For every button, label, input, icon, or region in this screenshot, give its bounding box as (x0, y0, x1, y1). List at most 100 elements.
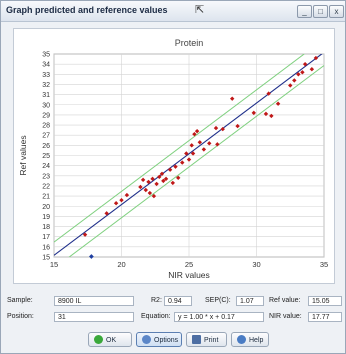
x-tick-label: 30 (252, 260, 260, 269)
data-point (263, 111, 269, 117)
options-button-label: Options (154, 337, 179, 344)
y-tick-label: 17 (42, 234, 50, 241)
y-tick-label: 26 (42, 143, 50, 150)
print-button-label: Print (204, 337, 219, 344)
ok-button[interactable]: OK (88, 332, 132, 347)
minimize-button[interactable]: _ (297, 5, 312, 18)
chart-panel: 15 16 17 18 19 20 21 22 23 24 25 26 27 28 29 30 31 32 33 34… (13, 28, 335, 284)
data-point (266, 91, 271, 96)
data-point (176, 175, 181, 181)
ref-value-field: 15.05 (308, 296, 342, 306)
data-point (143, 187, 148, 193)
data-point (157, 174, 162, 180)
y-tick-label: 23 (42, 173, 50, 180)
maximize-button[interactable]: □ (313, 5, 328, 18)
data-point (146, 179, 151, 185)
y-tick-label: 25 (42, 153, 50, 160)
data-point (113, 201, 119, 206)
y-axis-label: Ref values (18, 135, 28, 175)
data-point (186, 157, 192, 162)
data-point (173, 164, 178, 169)
data-point (235, 123, 240, 129)
data-point (194, 128, 200, 134)
regression-line (54, 54, 323, 256)
data-point (302, 61, 308, 67)
data-point (138, 184, 143, 190)
help-icon (237, 335, 246, 344)
help-button[interactable]: Help (231, 332, 269, 347)
data-point (230, 96, 235, 101)
data-point (184, 151, 189, 156)
confidence-band-line (54, 54, 305, 243)
data-point (292, 78, 297, 83)
data-point (167, 167, 173, 172)
help-button-label: Help (249, 337, 264, 344)
close-button[interactable]: x (329, 5, 344, 18)
data-point (288, 83, 293, 88)
y-tick-label: 24 (42, 163, 50, 170)
data-point (207, 141, 212, 146)
sep-label: SEP(C): (205, 297, 231, 304)
y-tick-label: 33 (42, 72, 50, 79)
x-tick-label: 20 (117, 260, 125, 269)
data-point (269, 113, 274, 119)
y-tick-label: 20 (42, 204, 50, 211)
equation-field: y = 1.00 * x + 0.17 (174, 312, 264, 322)
sample-label: Sample: (7, 297, 33, 304)
selected-data-point (88, 254, 94, 259)
x-tick-label: 15 (50, 260, 58, 269)
y-tick-label: 35 (42, 52, 50, 59)
window-title: Graph predicted and reference values (6, 5, 168, 15)
data-point (296, 72, 301, 77)
r2-label: R2: (151, 297, 162, 304)
x-axis-label: NIR values (168, 270, 210, 280)
y-tick-label: 27 (42, 133, 50, 140)
options-button[interactable]: Options (136, 332, 182, 347)
y-tick-label: 15 (42, 255, 50, 262)
ok-icon (94, 335, 103, 344)
print-icon (192, 335, 201, 344)
x-tick-label: 35 (320, 260, 328, 269)
data-point (151, 193, 157, 199)
sep-field: 1.07 (236, 296, 264, 306)
data-point (161, 178, 166, 184)
y-tick-label: 19 (42, 214, 50, 221)
data-point (197, 140, 202, 145)
data-point (82, 232, 88, 237)
data-point (104, 211, 109, 216)
scatter-chart: 15 16 17 18 19 20 21 22 23 24 25 26 27 28 29 30 31 32 33 34… (18, 38, 328, 280)
data-point (189, 143, 194, 148)
data-point (180, 160, 185, 165)
data-point (215, 142, 220, 147)
confidence-band-line (68, 65, 324, 257)
data-point (251, 110, 256, 116)
position-label: Position: (7, 313, 34, 320)
position-field: 31 (54, 312, 134, 322)
data-point (163, 176, 169, 182)
y-tick-label: 34 (42, 62, 50, 69)
data-point (192, 131, 197, 137)
data-point (140, 177, 146, 183)
ok-button-label: OK (106, 337, 117, 344)
y-tick-label: 22 (42, 183, 50, 190)
chart-title: Protein (175, 38, 204, 48)
nir-value-label: NIR value: (269, 313, 302, 320)
data-point (154, 181, 159, 187)
data-point (170, 180, 175, 186)
data-point (119, 197, 124, 203)
data-point (300, 70, 305, 75)
data-point (213, 125, 219, 131)
data-point (201, 147, 207, 152)
title-bar[interactable]: Graph predicted and reference values ⇱ _… (1, 1, 345, 22)
y-tick-label: 29 (42, 112, 50, 119)
data-point (124, 192, 130, 198)
y-tick-label: 16 (42, 244, 50, 251)
ref-value-label: Ref value: (269, 297, 301, 304)
data-point (220, 126, 225, 132)
y-tick-label: 31 (42, 92, 50, 99)
print-button[interactable]: Print (186, 332, 227, 347)
equation-label: Equation: (141, 313, 171, 320)
nir-value-field: 17.77 (308, 312, 342, 322)
y-tick-label: 30 (42, 102, 50, 109)
